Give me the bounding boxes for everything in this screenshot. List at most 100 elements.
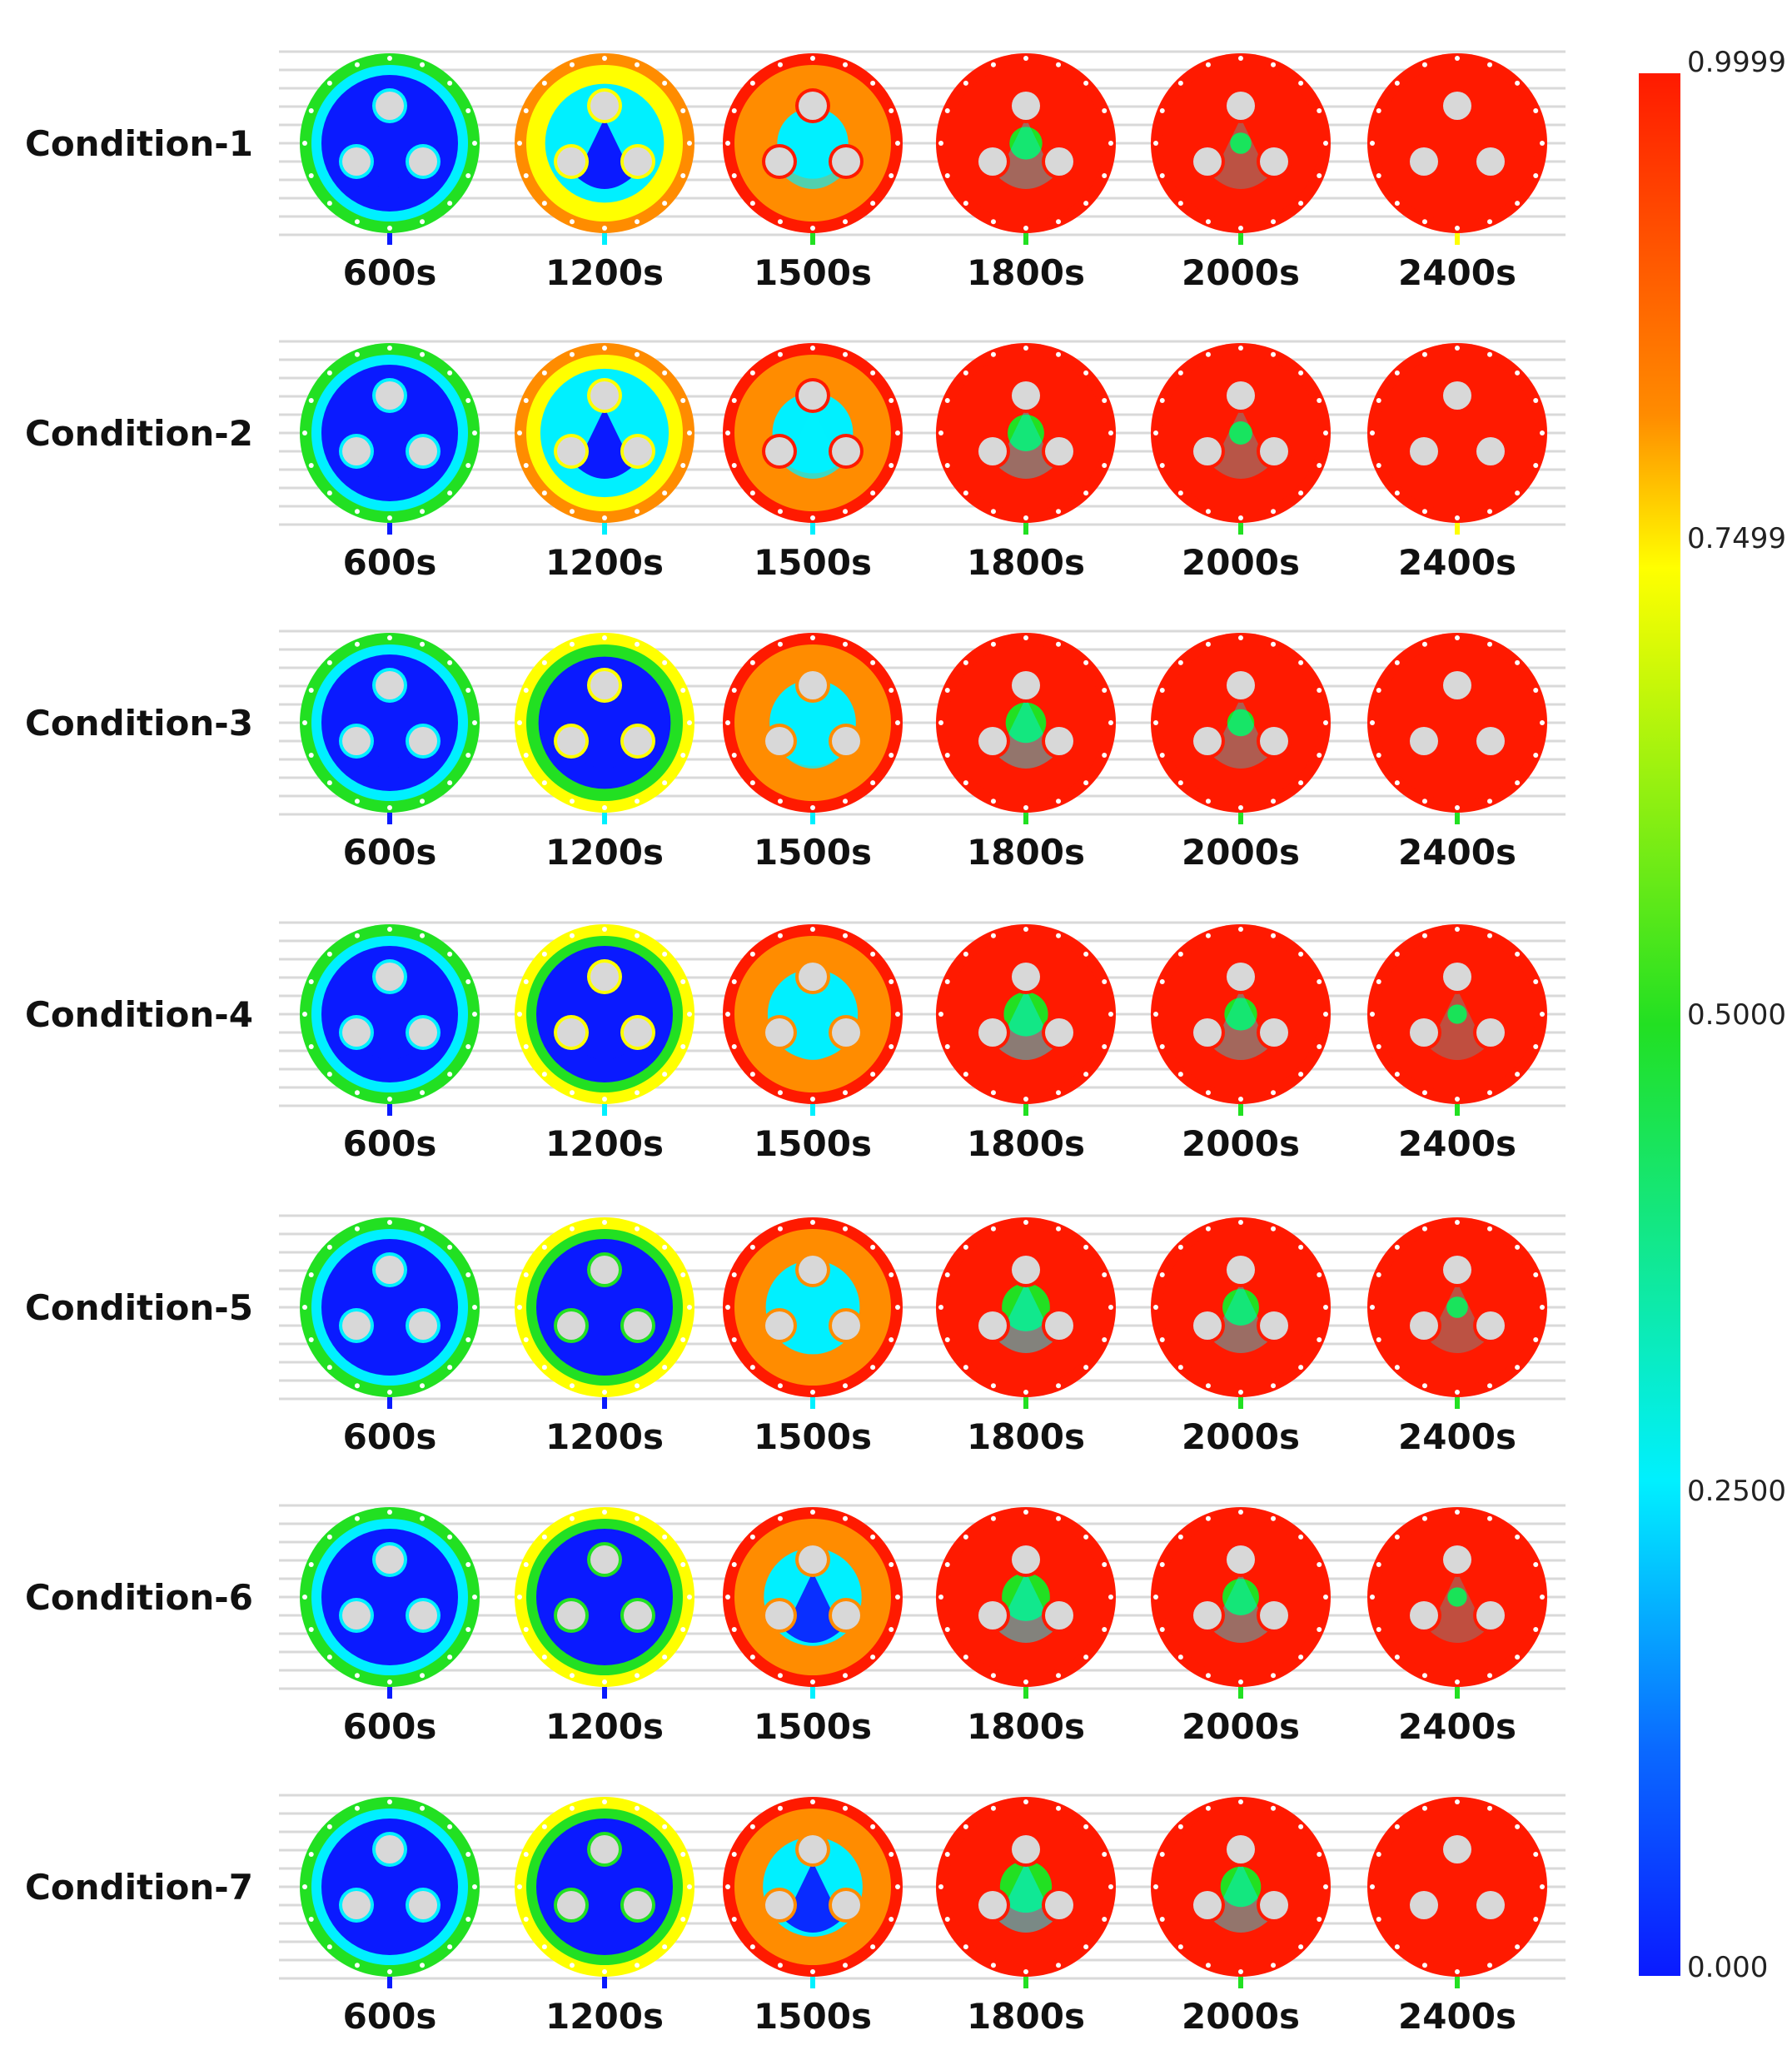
boundary-dot — [843, 1805, 849, 1811]
boundary-dot — [963, 1244, 968, 1250]
contour-panel — [1367, 633, 1547, 824]
boundary-dot — [870, 370, 876, 376]
boundary-dot — [387, 1510, 392, 1515]
condition-label: Condition-4 — [25, 994, 253, 1035]
panel-core — [1002, 1283, 1050, 1331]
boundary-dot — [843, 933, 849, 938]
boundary-dot — [326, 1944, 332, 1950]
boundary-dot — [1298, 201, 1304, 206]
boundary-dot — [308, 1044, 314, 1050]
boundary-dot — [777, 219, 783, 225]
row-grid-lines — [279, 340, 1566, 526]
boundary-dot — [870, 1072, 876, 1077]
boundary-dot — [1083, 1944, 1089, 1950]
boundary-dot — [1376, 1044, 1381, 1050]
contour-panel — [1367, 1507, 1547, 1699]
boundary-dot — [1238, 1220, 1243, 1225]
panel-plume — [1212, 989, 1269, 1060]
tube — [799, 1835, 827, 1863]
boundary-dot — [354, 1383, 360, 1389]
boundary-dot — [1533, 1271, 1539, 1277]
inlet-stub — [810, 1397, 815, 1409]
panel-plume — [1212, 1572, 1269, 1643]
boundary-dot — [731, 397, 737, 403]
tube — [765, 147, 794, 176]
condition-label: Condition-3 — [25, 703, 253, 744]
condition-label: Condition-6 — [25, 1577, 253, 1618]
boundary-dot — [541, 1365, 547, 1371]
boundary-dot — [308, 1561, 314, 1567]
time-label: 1200s — [545, 1996, 664, 2037]
boundary-dot — [1394, 1365, 1400, 1371]
inlet-stub — [1455, 523, 1460, 535]
time-label: 2000s — [1182, 1706, 1300, 1747]
tube — [1443, 671, 1471, 699]
tube — [1227, 92, 1255, 120]
boundary-dot — [602, 1510, 607, 1515]
boundary-dot — [870, 1944, 876, 1950]
boundary-dot — [1159, 1561, 1165, 1567]
inlet-stub — [1238, 1687, 1243, 1699]
boundary-dot — [387, 515, 392, 520]
tube — [1193, 437, 1222, 465]
boundary-dot — [1153, 1595, 1158, 1600]
boundary-dot — [1421, 799, 1427, 804]
boundary-dot — [810, 1097, 815, 1102]
tube — [799, 963, 827, 991]
time-label: 2000s — [1182, 1123, 1300, 1164]
boundary-dot — [1487, 1383, 1493, 1389]
tube — [1045, 1311, 1073, 1340]
boundary-dot — [680, 1627, 686, 1633]
boundary-dot — [1323, 1012, 1328, 1017]
boundary-dot — [1102, 107, 1108, 113]
boundary-dot — [1177, 1654, 1183, 1660]
boundary-dot — [354, 1226, 360, 1231]
boundary-dot — [810, 515, 815, 520]
boundary-dot — [1205, 1090, 1211, 1096]
boundary-dot — [895, 430, 900, 435]
boundary-dot — [749, 659, 755, 665]
tube — [1476, 1891, 1505, 1919]
contour-panel — [515, 343, 694, 535]
boundary-dot — [1205, 1673, 1211, 1679]
boundary-dot — [1238, 1679, 1243, 1684]
boundary-dot — [569, 1963, 575, 1968]
boundary-dot — [420, 1673, 426, 1679]
boundary-dot — [1102, 397, 1108, 403]
boundary-dot — [1153, 141, 1158, 146]
boundary-dot — [420, 641, 426, 647]
boundary-dot — [963, 1824, 968, 1829]
tube — [799, 1545, 827, 1574]
panel-plume — [784, 1282, 841, 1353]
time-label: 2000s — [1182, 1416, 1300, 1457]
boundary-dot — [963, 80, 968, 86]
inlet-stub — [810, 1687, 815, 1699]
boundary-dot — [680, 1561, 686, 1567]
boundary-dot — [1421, 1673, 1427, 1679]
boundary-dot — [465, 463, 471, 469]
boundary-dot — [843, 219, 849, 225]
time-label: 1500s — [754, 1123, 872, 1164]
boundary-dot — [541, 659, 547, 665]
boundary-dot — [1533, 1337, 1539, 1343]
boundary-dot — [731, 1044, 737, 1050]
boundary-dot — [938, 1012, 943, 1017]
boundary-dot — [1323, 430, 1328, 435]
boundary-dot — [1376, 687, 1381, 693]
boundary-dot — [725, 430, 730, 435]
panel-plume — [1429, 1572, 1486, 1643]
boundary-dot — [472, 1305, 477, 1310]
boundary-dot — [1515, 370, 1521, 376]
inlet-stub — [387, 233, 392, 245]
boundary-dot — [635, 799, 640, 804]
boundary-dot — [1083, 780, 1089, 786]
boundary-dot — [1083, 80, 1089, 86]
boundary-dot — [889, 1337, 894, 1343]
tube — [1410, 1018, 1438, 1047]
boundary-dot — [1271, 799, 1277, 804]
boundary-dot — [1298, 1824, 1304, 1829]
boundary-dot — [569, 62, 575, 67]
boundary-dot — [889, 1627, 894, 1633]
boundary-dot — [465, 1851, 471, 1857]
boundary-dot — [725, 1884, 730, 1889]
